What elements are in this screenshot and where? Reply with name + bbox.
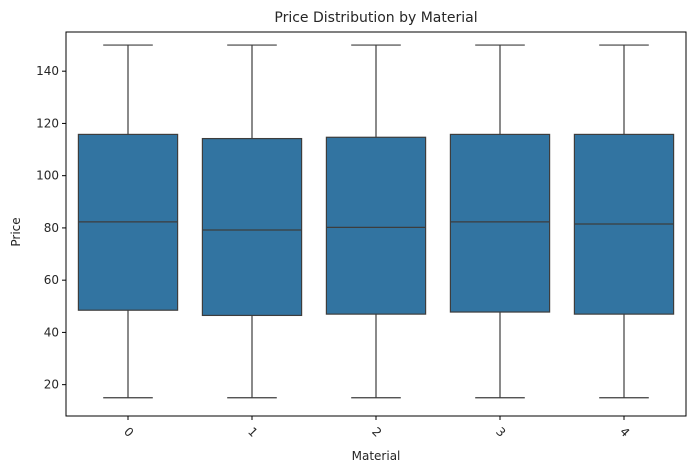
y-axis-label: Price	[9, 217, 23, 246]
iqr-box	[201, 137, 303, 317]
y-tick-label: 40	[44, 325, 59, 339]
x-axis-label: Material	[352, 449, 401, 463]
y-tick-label: 100	[36, 169, 59, 183]
x-axis: 0 1 2 3 4	[121, 416, 632, 440]
x-tick-label: 3	[493, 425, 508, 440]
plot-area	[65, 31, 687, 417]
x-tick-label: 4	[617, 425, 632, 440]
y-tick-label: 120	[36, 116, 59, 130]
x-tick-label: 0	[121, 425, 136, 440]
y-tick-label: 60	[44, 273, 59, 287]
y-tick-label: 140	[36, 64, 59, 78]
box-group-4	[573, 44, 675, 399]
chart-title: Price Distribution by Material	[274, 10, 477, 26]
box-group-3	[449, 44, 551, 399]
y-tick-label: 20	[44, 378, 59, 392]
x-tick-label: 2	[369, 425, 384, 440]
box-group-0	[77, 44, 179, 399]
box-group-1	[201, 44, 303, 399]
y-tick-label: 80	[44, 221, 59, 235]
box-group-2	[325, 44, 427, 399]
y-axis: 20 40 60 80 100 120 140	[36, 64, 66, 392]
iqr-box	[325, 136, 427, 315]
iqr-box	[449, 133, 551, 313]
x-tick-label: 1	[245, 425, 260, 440]
